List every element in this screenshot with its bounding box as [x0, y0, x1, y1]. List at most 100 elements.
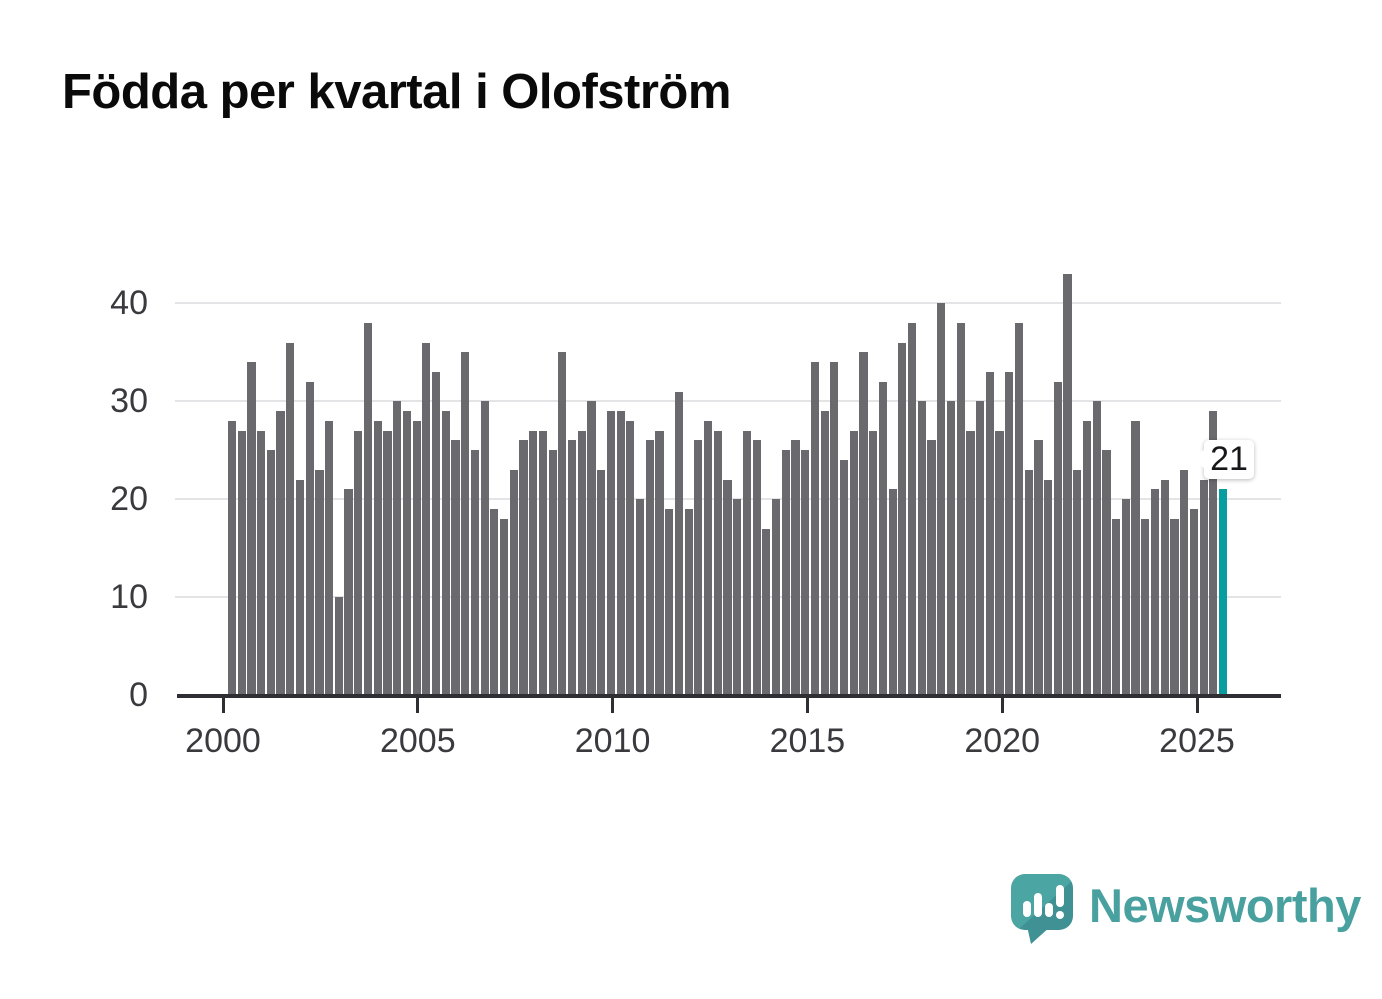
bar	[655, 430, 664, 695]
bar	[956, 322, 965, 695]
bar	[645, 440, 654, 695]
bar	[305, 381, 314, 695]
bar	[1189, 508, 1198, 695]
bar	[237, 430, 246, 695]
bar	[295, 479, 305, 695]
bar	[1141, 518, 1150, 695]
bar	[1131, 420, 1140, 695]
bar	[1160, 479, 1169, 695]
bar	[733, 499, 742, 695]
bar	[927, 440, 936, 695]
bar	[1073, 469, 1082, 695]
bar	[626, 420, 635, 695]
x-axis-line	[177, 694, 1281, 698]
newsworthy-logo-icon	[1011, 874, 1073, 944]
bar	[1014, 322, 1024, 695]
bar	[616, 411, 625, 695]
y-axis-tick-label: 40	[110, 284, 148, 323]
bar	[1112, 518, 1121, 695]
bar	[383, 430, 392, 695]
x-axis-tick-label: 2025	[1159, 722, 1235, 760]
y-axis-tick-label: 20	[110, 480, 148, 519]
bar	[422, 342, 431, 695]
bar	[976, 401, 985, 695]
bar	[567, 440, 577, 695]
bar	[908, 322, 917, 695]
bar	[597, 469, 606, 695]
highlighted-bar-latest-quarter	[1218, 489, 1228, 695]
bar	[820, 411, 829, 695]
bar	[499, 518, 509, 695]
bar	[354, 430, 363, 695]
bar	[752, 440, 761, 695]
bar	[286, 342, 295, 695]
bar	[227, 420, 237, 695]
bar	[480, 401, 489, 695]
bar	[703, 420, 713, 695]
bar	[587, 401, 596, 695]
bar	[451, 440, 460, 695]
bar	[849, 430, 858, 695]
label-pointer-left-icon	[1193, 449, 1206, 469]
bar	[937, 303, 946, 695]
bar	[461, 352, 470, 695]
bar	[917, 401, 926, 695]
bar	[1170, 518, 1179, 695]
bar	[1034, 440, 1043, 695]
bar	[1092, 401, 1101, 695]
bar	[1102, 450, 1111, 695]
x-axis-tick	[805, 698, 809, 713]
newsworthy-logo: Newsworthy	[1011, 874, 1361, 946]
bar	[665, 508, 674, 695]
x-axis-tick	[416, 698, 420, 713]
bar	[1063, 274, 1072, 695]
bar	[509, 469, 518, 695]
bar	[402, 411, 411, 695]
bar	[1209, 411, 1218, 695]
bar	[771, 499, 781, 695]
bar	[373, 420, 382, 695]
bar	[888, 489, 897, 695]
bar	[985, 371, 994, 695]
y-axis-tick-label: 10	[110, 578, 148, 617]
bar	[490, 508, 499, 695]
x-axis-tick	[221, 698, 225, 713]
bar	[781, 450, 790, 695]
bar	[791, 440, 800, 695]
bar	[558, 352, 567, 695]
bar	[606, 411, 615, 695]
bar	[801, 450, 810, 695]
x-axis-tick-label: 2020	[964, 722, 1040, 760]
x-axis-tick-label: 2015	[769, 722, 846, 760]
bar	[995, 430, 1004, 695]
bar	[1121, 499, 1130, 695]
bar	[548, 450, 557, 695]
bar	[344, 489, 353, 695]
newsworthy-logo-text: Newsworthy	[1089, 879, 1361, 932]
bar	[1024, 469, 1033, 695]
bar	[334, 597, 343, 695]
bar	[1044, 479, 1053, 695]
bar	[529, 430, 538, 695]
bar	[325, 420, 334, 695]
x-axis-tick	[1195, 698, 1199, 713]
x-axis-tick-label: 2005	[379, 722, 456, 760]
bar	[859, 352, 868, 695]
bar	[898, 342, 907, 695]
bar	[1005, 371, 1014, 695]
gridline-y-30	[175, 400, 1281, 403]
bar	[247, 362, 256, 695]
x-axis-tick-label: 2000	[185, 722, 261, 760]
bar	[684, 508, 693, 695]
bar	[946, 401, 956, 695]
bar	[635, 499, 645, 695]
bar	[412, 420, 421, 695]
bar	[830, 362, 839, 695]
bar	[257, 430, 266, 695]
bar	[276, 411, 285, 695]
bar	[393, 401, 402, 695]
bar	[762, 528, 771, 695]
y-axis-tick-label: 0	[129, 676, 148, 714]
